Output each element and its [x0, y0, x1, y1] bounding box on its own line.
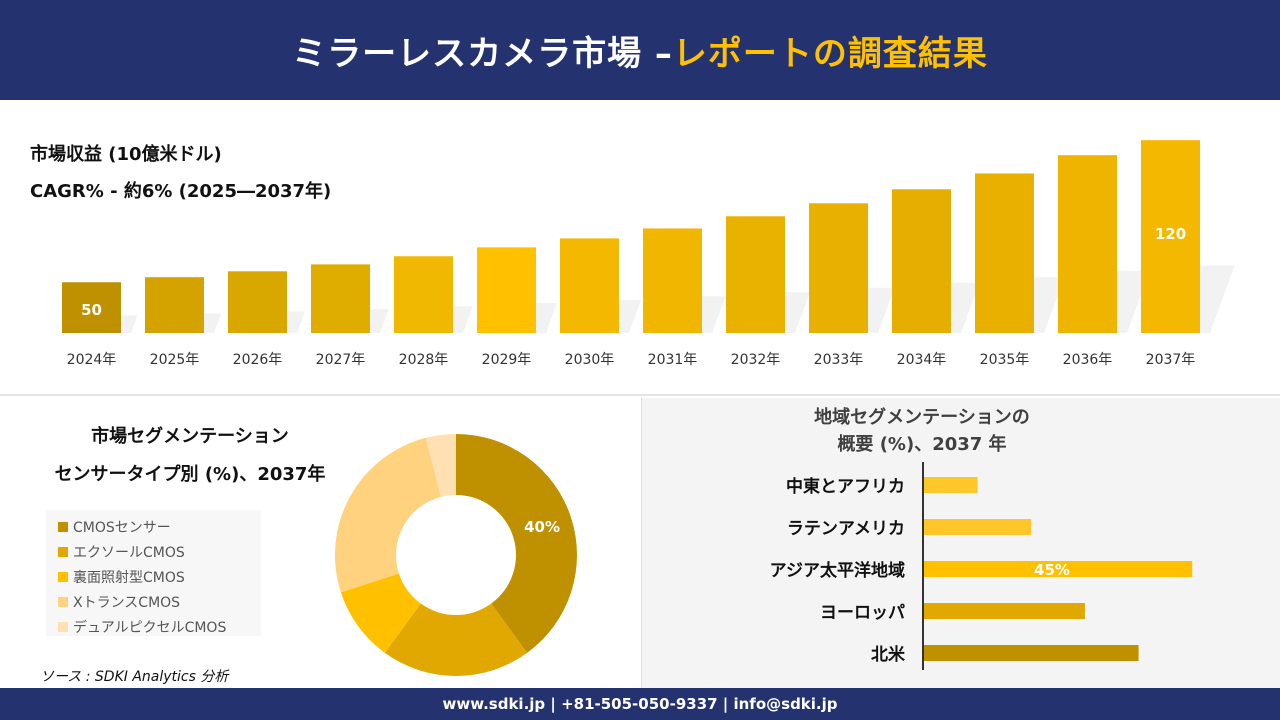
bar-2025年	[145, 277, 204, 333]
title-accent: レポートの調査結果	[672, 33, 988, 74]
title-main: ミラーレスカメラ市場 –	[292, 33, 673, 74]
region-bar-1	[924, 519, 1032, 535]
pie-title-line2: センサータイプ別 (%)、2037年	[54, 464, 326, 485]
legend-item: CMOSセンサー	[58, 514, 249, 539]
sensor-donut-chart: 40%	[335, 434, 577, 676]
bar-2031年	[643, 228, 702, 333]
bar-data-label: 120	[1155, 225, 1186, 243]
x-tick-label: 2029年	[482, 352, 532, 368]
donut-slice-3	[335, 437, 442, 593]
revenue-panel: 市場収益 (10億米ドル) CAGR% - 約6% (2025―2037年) 2…	[0, 100, 1280, 396]
legend-label: CMOSセンサー	[73, 519, 171, 536]
legend-swatch	[58, 621, 68, 632]
legend-item: XトランスCMOS	[58, 589, 249, 614]
legend-item: エクソールCMOS	[58, 539, 249, 564]
legend-item: デュアルピクセルCMOS	[58, 614, 249, 639]
x-tick-label: 2037年	[1146, 352, 1196, 368]
sensor-segment-panel: 市場セグメンテーション センサータイプ別 (%)、2037年 CMOSセンサーエ…	[0, 398, 640, 688]
x-tick-label: 2033年	[814, 352, 864, 368]
donut-slice-1	[384, 603, 528, 676]
region-data-label: 45%	[1034, 561, 1070, 579]
region-bar-0	[924, 477, 978, 493]
region-label: アジア太平洋地域	[770, 560, 905, 581]
region-label: ヨーロッパ	[820, 603, 905, 623]
donut-slice-4	[425, 434, 456, 497]
bar-2033年	[809, 203, 868, 333]
x-tick-label: 2030年	[565, 352, 615, 368]
region-title-line2: 概要 (%)、2037 年	[837, 434, 1007, 455]
header: ミラーレスカメラ市場 – レポートの調査結果	[0, 0, 1280, 100]
donut-slice-0	[456, 434, 577, 653]
x-tick-label: 2034年	[897, 352, 947, 368]
revenue-title: 市場収益 (10億米ドル)	[30, 144, 222, 165]
legend-label: XトランスCMOS	[73, 594, 181, 611]
bar-2026年	[228, 271, 287, 333]
x-tick-label: 2024年	[67, 352, 117, 368]
region-bar-3	[924, 603, 1085, 619]
x-tick-label: 2027年	[316, 352, 366, 368]
legend-label: 裏面照射型CMOS	[73, 569, 185, 586]
bar-2034年	[892, 189, 951, 333]
x-tick-label: 2025年	[150, 352, 200, 368]
bar-2030年	[560, 238, 619, 333]
legend-label: デュアルピクセルCMOS	[73, 619, 227, 636]
x-tick-label: 2031年	[648, 352, 698, 368]
bar-2029年	[477, 247, 536, 333]
donut-slice-2	[340, 573, 421, 653]
bar-2028年	[394, 256, 453, 333]
region-bar-2	[924, 561, 1193, 577]
slice-data-label: 40%	[524, 518, 560, 536]
pie-title-line1: 市場セグメンテーション	[91, 426, 289, 447]
source-note: ソース : SDKI Analytics 分析	[40, 669, 229, 685]
legend-swatch	[58, 546, 68, 557]
region-bar-4	[924, 645, 1139, 661]
bar-2032年	[726, 216, 785, 333]
bar-2027年	[311, 264, 370, 333]
region-label: ラテンアメリカ	[787, 519, 905, 539]
legend-swatch	[58, 521, 68, 532]
legend-swatch	[58, 571, 68, 582]
x-tick-label: 2032年	[731, 352, 781, 368]
bar-2037年	[1141, 140, 1200, 333]
x-tick-label: 2026年	[233, 352, 283, 368]
region-title-line1: 地域セグメンテーションの	[814, 407, 1030, 428]
revenue-bar-chart: 2024年 50 2025年 2026年 2027年 2028年 2029年 2030年 203…	[62, 140, 1235, 368]
x-tick-label: 2028年	[399, 352, 449, 368]
bar-data-label: 50	[81, 301, 102, 319]
x-tick-label: 2036年	[1063, 352, 1113, 368]
x-tick-label: 2035年	[980, 352, 1030, 368]
cagr-text: CAGR% - 約6% (2025―2037年)	[30, 181, 332, 202]
pie-legend: CMOSセンサー エクソールCMOS 裏面照射型CMOS XトランスCMOS デュアルピ…	[46, 510, 261, 636]
footer-contact: www.sdki.jp | +81-505-050-9337 | info@sd…	[0, 688, 1280, 720]
bar-2024年	[62, 282, 121, 333]
region-segment-panel: 地域セグメンテーションの 概要 (%)、2037 年 中東とアフリカ ラテンアメリ…	[641, 398, 1280, 688]
bar-2035年	[975, 173, 1034, 333]
legend-item: 裏面照射型CMOS	[58, 564, 249, 589]
bar-2036年	[1058, 155, 1117, 333]
region-label: 中東とアフリカ	[786, 476, 905, 497]
legend-swatch	[58, 596, 68, 607]
region-title: 地域セグメンテーションの 概要 (%)、2037 年	[772, 404, 1072, 458]
region-label: 北米	[871, 644, 906, 665]
legend-label: エクソールCMOS	[73, 544, 185, 561]
